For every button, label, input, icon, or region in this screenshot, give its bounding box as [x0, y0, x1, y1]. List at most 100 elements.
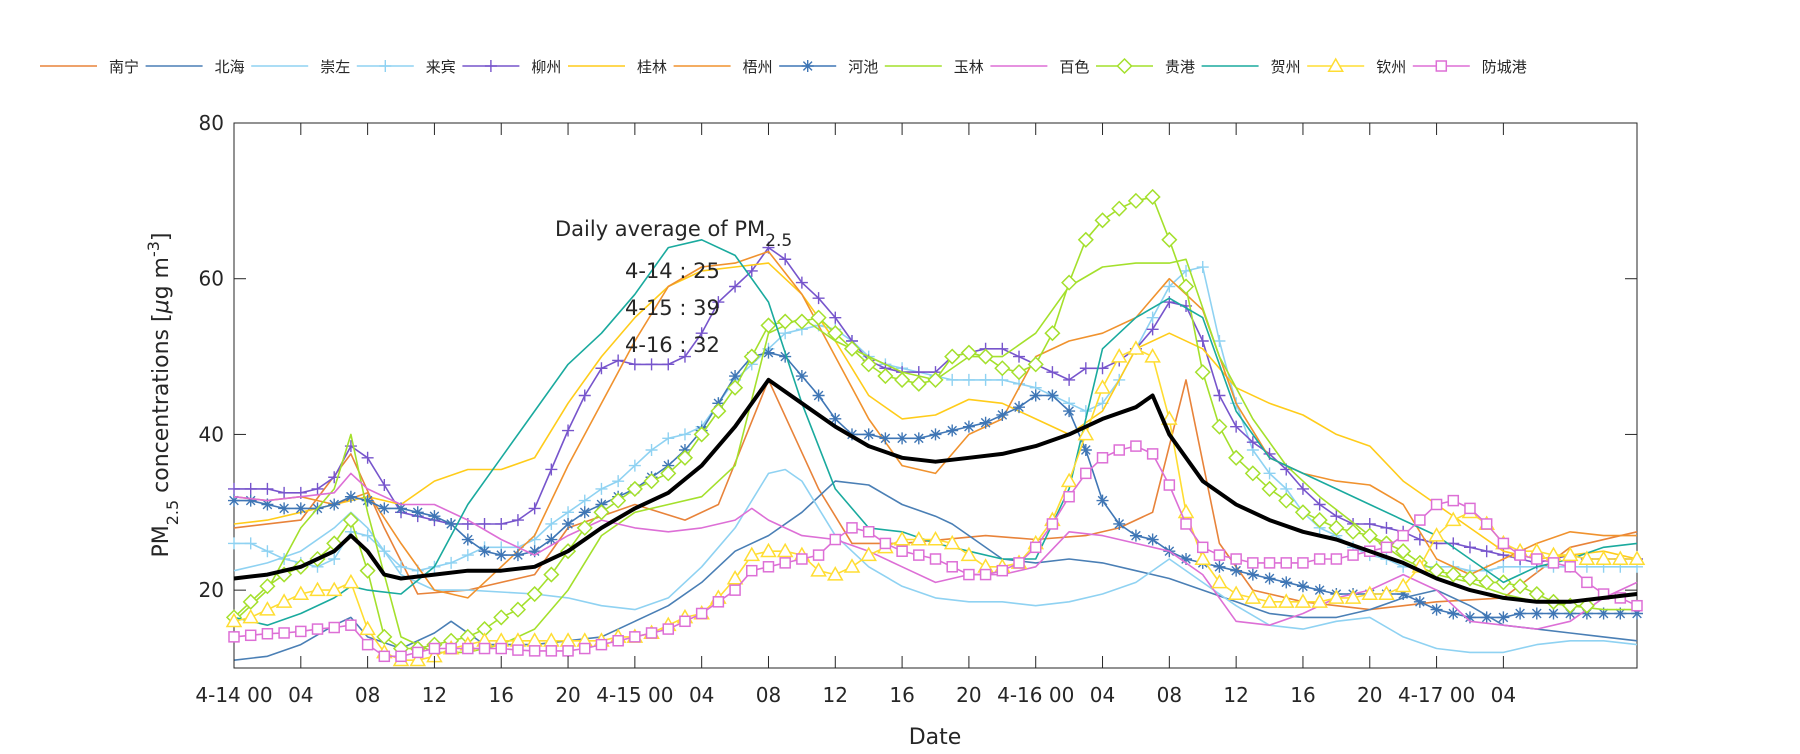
plot-frame [233, 122, 1638, 669]
data-point [662, 623, 675, 635]
data-point [409, 651, 427, 667]
data-point [1311, 593, 1328, 608]
x-tick-label: 16 [889, 683, 914, 707]
data-point [379, 60, 392, 72]
data-point [1631, 599, 1643, 612]
data-point [1213, 389, 1226, 402]
data-point [1077, 425, 1095, 441]
data-point [829, 311, 842, 324]
data-point [1564, 561, 1576, 573]
data-point [1478, 574, 1495, 591]
series-梧州 [233, 250, 1637, 599]
data-point [762, 561, 775, 573]
data-point [1612, 550, 1629, 565]
data-point [342, 512, 359, 529]
data-point [1096, 452, 1109, 464]
data-point [1146, 533, 1159, 546]
data-point [1196, 335, 1209, 347]
data-point [1294, 593, 1312, 608]
data-point [1161, 410, 1178, 425]
data-point [1296, 580, 1309, 593]
data-point [478, 545, 491, 558]
data-point [395, 650, 407, 663]
data-point [1211, 573, 1228, 589]
data-point [1044, 325, 1061, 342]
y-tick-label: 20 [199, 578, 224, 602]
data-point [879, 537, 892, 550]
data-point [963, 568, 975, 581]
legend-item: 梧州 [673, 58, 773, 76]
data-point [946, 373, 959, 386]
data-point [225, 612, 243, 628]
legend-item: 来宾 [356, 58, 456, 76]
data-point [1130, 440, 1142, 452]
legend-item: 北海 [145, 58, 245, 76]
data-point [259, 601, 276, 616]
series-防城港 [228, 440, 1643, 663]
data-point [1497, 537, 1510, 550]
data-point [796, 553, 808, 565]
legend-label: 来宾 [426, 58, 456, 76]
data-point [1512, 578, 1529, 595]
data-point [862, 526, 875, 538]
data-point [695, 327, 708, 340]
data-point [929, 428, 942, 441]
data-point [712, 296, 725, 309]
data-point [795, 276, 808, 289]
data-point [1311, 512, 1328, 529]
data-point [779, 253, 792, 266]
data-point [1294, 504, 1312, 521]
data-point [461, 533, 474, 546]
data-point [1013, 401, 1026, 414]
data-point [1581, 576, 1593, 589]
data-point [1213, 549, 1226, 561]
data-point [378, 545, 391, 558]
data-point [378, 479, 391, 492]
data-point [1146, 323, 1159, 336]
legend-item: 防城港 [1412, 58, 1527, 76]
data-point [1230, 564, 1243, 577]
data-point [896, 545, 908, 557]
data-point [1079, 362, 1092, 375]
data-point [679, 615, 691, 628]
data-point [862, 428, 875, 441]
data-point [462, 642, 474, 655]
data-point [943, 534, 961, 550]
data-point [309, 581, 326, 597]
data-point [912, 432, 925, 445]
data-point [1361, 527, 1378, 544]
x-tick-label: 12 [823, 683, 848, 707]
x-tick-label: 20 [1357, 683, 1382, 707]
data-point [595, 638, 608, 651]
x-tick-label: 08 [1157, 683, 1182, 707]
data-point [361, 451, 374, 464]
data-point [1344, 523, 1362, 540]
data-point [242, 593, 259, 610]
data-point [1435, 60, 1448, 72]
data-point [1347, 549, 1359, 561]
data-point [643, 473, 660, 490]
data-point [1196, 261, 1209, 274]
data-point [292, 585, 310, 601]
data-point [760, 317, 777, 334]
legend-item: 钦州 [1307, 57, 1406, 76]
data-point [910, 375, 927, 392]
data-point [1111, 200, 1128, 217]
data-point [562, 517, 575, 530]
data-point [1595, 550, 1612, 565]
data-point [1447, 607, 1460, 620]
data-point [528, 502, 541, 515]
data-point [361, 529, 374, 542]
data-point [511, 549, 524, 562]
data-point [1060, 472, 1078, 488]
data-point [1180, 553, 1193, 565]
axes-layer: 20 40 60 80 4-14 00 04 08 12 16 20 4-15 00 04 08 12 16… [195, 111, 1637, 707]
data-point [261, 627, 274, 640]
series-line [233, 250, 1637, 599]
data-point [645, 444, 658, 456]
data-point [776, 542, 794, 558]
data-point [1046, 389, 1059, 402]
series-桂林 [233, 262, 1638, 560]
